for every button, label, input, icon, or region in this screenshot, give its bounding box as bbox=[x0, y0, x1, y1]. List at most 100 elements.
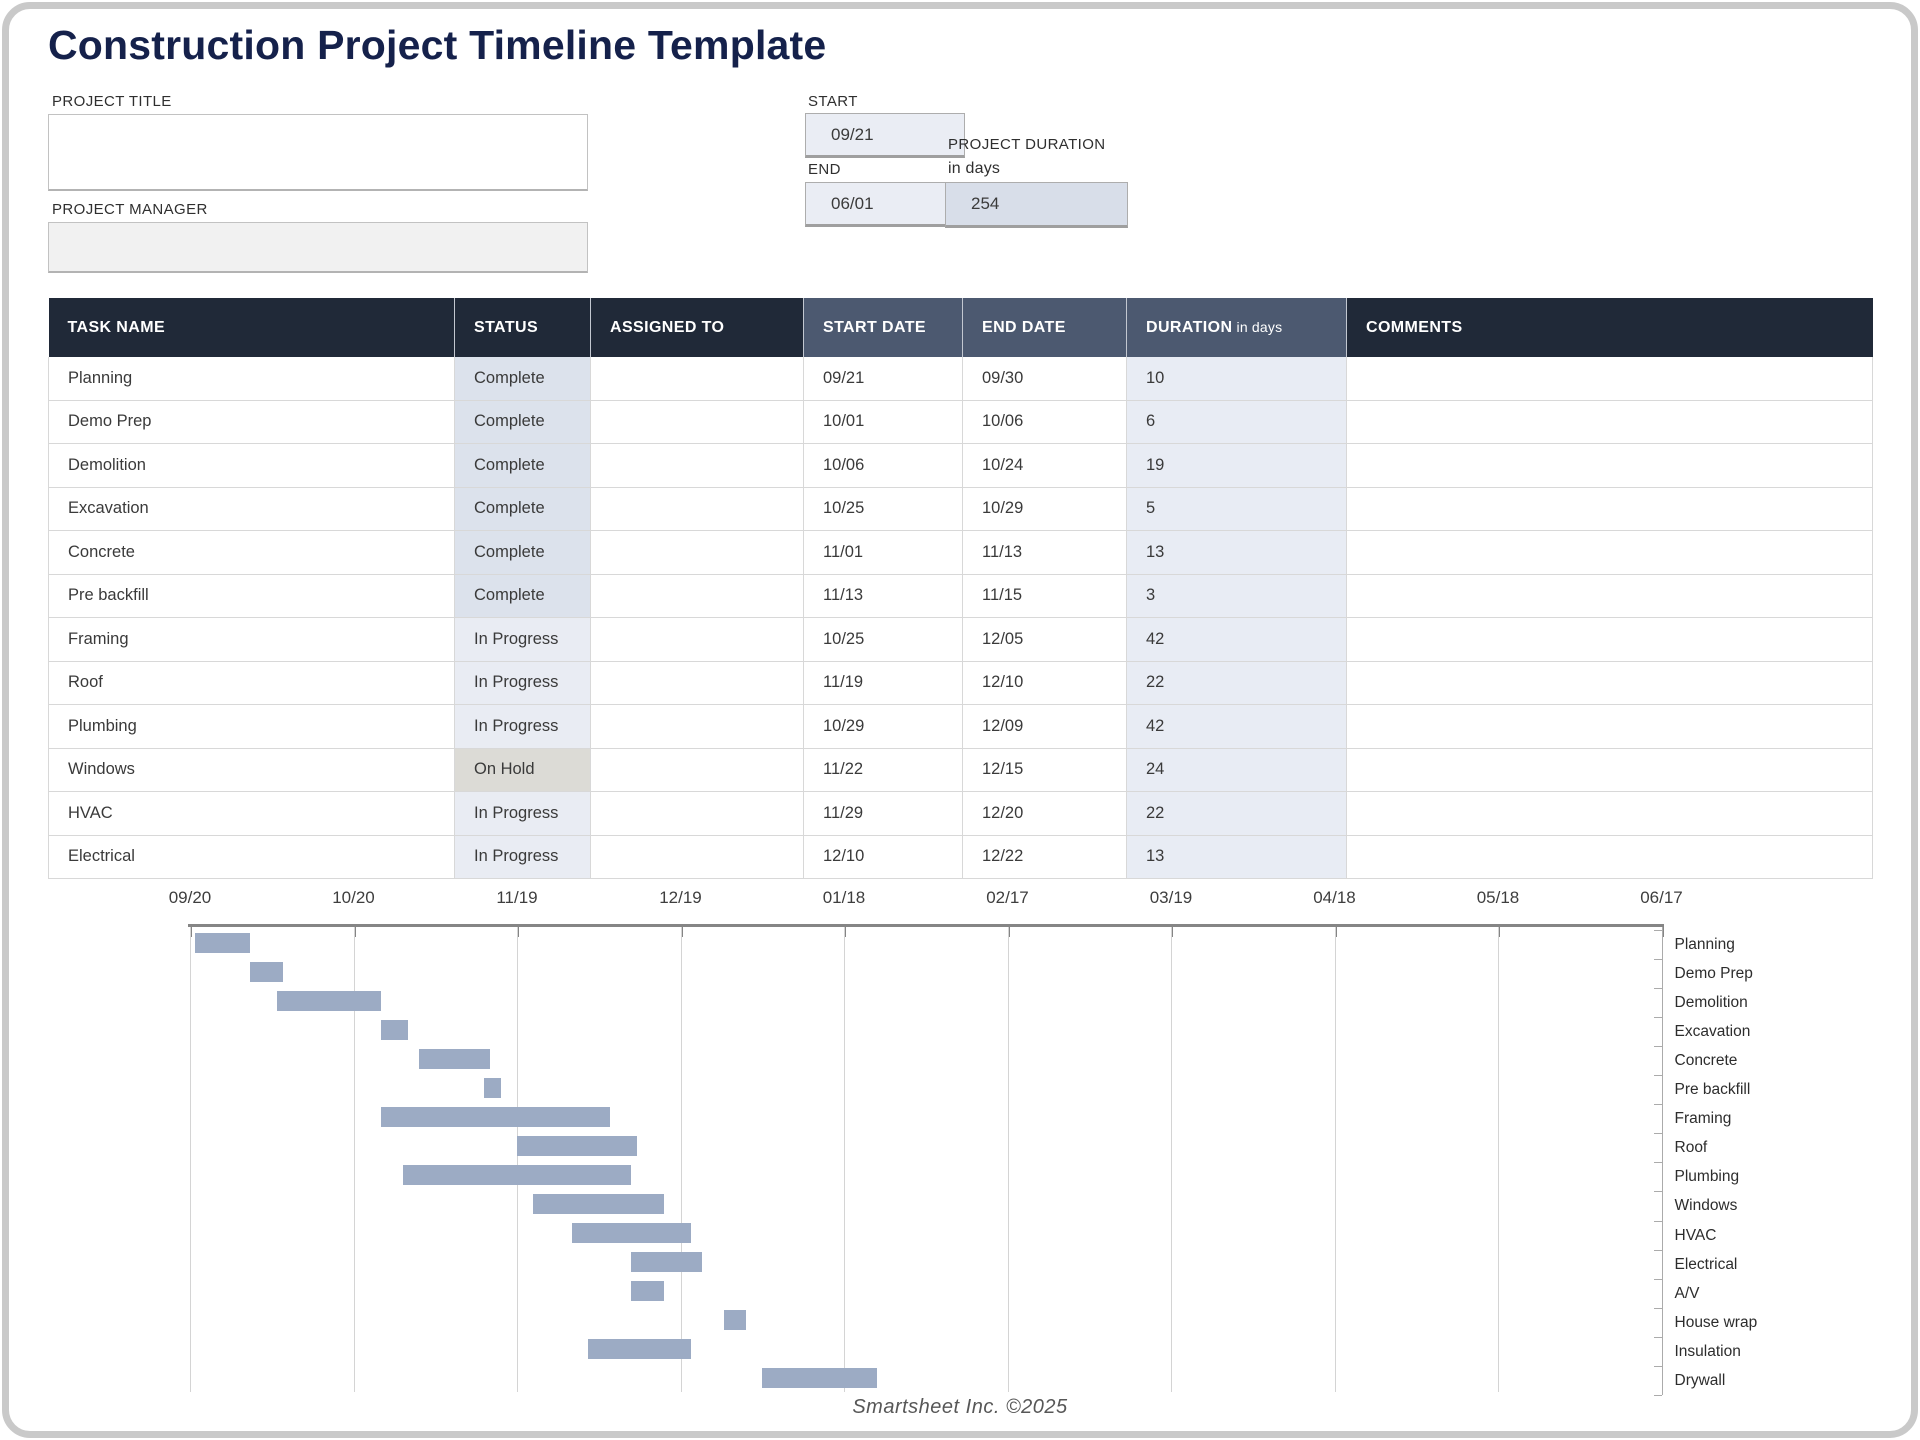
start-date-cell[interactable]: 11/01 bbox=[803, 530, 963, 575]
duration-cell[interactable]: 22 bbox=[1126, 661, 1347, 705]
status-cell[interactable]: On Hold bbox=[454, 748, 591, 792]
end-date-cell[interactable]: 10/06 bbox=[962, 400, 1127, 444]
task-name-cell[interactable]: Concrete bbox=[48, 530, 455, 575]
assigned-to-cell[interactable] bbox=[590, 530, 804, 575]
status-cell[interactable]: Complete bbox=[454, 574, 591, 618]
assigned-to-cell[interactable] bbox=[590, 791, 804, 836]
comments-cell[interactable] bbox=[1346, 661, 1873, 705]
end-date-cell[interactable]: 10/24 bbox=[962, 443, 1127, 488]
end-date-value: 06/01 bbox=[831, 194, 874, 213]
end-date-cell[interactable]: 12/20 bbox=[962, 791, 1127, 836]
end-date-cell[interactable]: 09/30 bbox=[962, 357, 1127, 401]
project-title-input[interactable] bbox=[48, 114, 588, 191]
start-date-cell[interactable]: 09/21 bbox=[803, 357, 963, 401]
assigned-to-cell[interactable] bbox=[590, 400, 804, 444]
duration-cell[interactable]: 13 bbox=[1126, 530, 1347, 575]
comments-cell[interactable] bbox=[1346, 617, 1873, 662]
comments-cell[interactable] bbox=[1346, 791, 1873, 836]
comments-cell[interactable] bbox=[1346, 748, 1873, 792]
status-cell[interactable]: In Progress bbox=[454, 791, 591, 836]
status-cell[interactable]: Complete bbox=[454, 443, 591, 488]
comments-cell[interactable] bbox=[1346, 835, 1873, 879]
gantt-task-label: Planning bbox=[1674, 936, 1735, 953]
end-date-cell[interactable]: 11/13 bbox=[962, 530, 1127, 575]
assigned-to-cell[interactable] bbox=[590, 748, 804, 792]
start-date-value: 09/21 bbox=[831, 125, 874, 144]
start-date-cell[interactable]: 11/13 bbox=[803, 574, 963, 618]
assigned-to-cell[interactable] bbox=[590, 704, 804, 749]
comments-cell[interactable] bbox=[1346, 487, 1873, 531]
task-name-cell[interactable]: Plumbing bbox=[48, 704, 455, 749]
task-name-cell[interactable]: Roof bbox=[48, 661, 455, 705]
start-date-cell[interactable]: 11/22 bbox=[803, 748, 963, 792]
status-cell[interactable]: Complete bbox=[454, 357, 591, 401]
task-name-cell[interactable]: Windows bbox=[48, 748, 455, 792]
assigned-to-cell[interactable] bbox=[590, 487, 804, 531]
status-cell[interactable]: In Progress bbox=[454, 835, 591, 879]
status-cell[interactable]: Complete bbox=[454, 530, 591, 575]
end-date-cell[interactable]: 12/05 bbox=[962, 617, 1127, 662]
end-date-cell[interactable]: 12/10 bbox=[962, 661, 1127, 705]
end-date-cell[interactable]: 12/22 bbox=[962, 835, 1127, 879]
comments-cell[interactable] bbox=[1346, 443, 1873, 488]
gantt-bar bbox=[484, 1077, 501, 1098]
task-name-cell[interactable]: Electrical bbox=[48, 835, 455, 879]
start-date-cell[interactable]: 10/06 bbox=[803, 443, 963, 488]
status-cell[interactable]: Complete bbox=[454, 400, 591, 444]
comments-cell[interactable] bbox=[1346, 357, 1873, 401]
axis-tick-label: 09/20 bbox=[168, 888, 212, 907]
project-duration-field[interactable]: 254 bbox=[945, 182, 1128, 228]
duration-cell[interactable]: 42 bbox=[1126, 704, 1347, 749]
duration-cell[interactable]: 6 bbox=[1126, 400, 1347, 444]
duration-cell[interactable]: 22 bbox=[1126, 791, 1347, 836]
task-name-cell[interactable]: HVAC bbox=[48, 791, 455, 836]
task-name-cell[interactable]: Demo Prep bbox=[48, 400, 455, 444]
comments-cell[interactable] bbox=[1346, 400, 1873, 444]
duration-cell[interactable]: 10 bbox=[1126, 357, 1347, 401]
status-cell[interactable]: In Progress bbox=[454, 661, 591, 705]
task-name-cell[interactable]: Demolition bbox=[48, 443, 455, 488]
task-name-cell[interactable]: Pre backfill bbox=[48, 574, 455, 618]
duration-cell[interactable]: 42 bbox=[1126, 617, 1347, 662]
start-date-cell[interactable]: 11/29 bbox=[803, 791, 963, 836]
project-manager-label: PROJECT MANAGER bbox=[52, 201, 208, 218]
duration-cell[interactable]: 13 bbox=[1126, 835, 1347, 879]
end-date-cell[interactable]: 11/15 bbox=[962, 574, 1127, 618]
project-manager-input[interactable] bbox=[48, 222, 588, 273]
end-date-cell[interactable]: 10/29 bbox=[962, 487, 1127, 531]
gantt-row-tick bbox=[1653, 1220, 1662, 1222]
start-date-cell[interactable]: 10/25 bbox=[803, 487, 963, 531]
assigned-to-cell[interactable] bbox=[590, 443, 804, 488]
start-date-cell[interactable]: 12/10 bbox=[803, 835, 963, 879]
start-date-cell[interactable]: 10/01 bbox=[803, 400, 963, 444]
start-date-cell[interactable]: 11/19 bbox=[803, 661, 963, 705]
assigned-to-cell[interactable] bbox=[590, 574, 804, 618]
end-date-cell[interactable]: 12/15 bbox=[962, 748, 1127, 792]
project-duration-label: PROJECT DURATION bbox=[948, 136, 1106, 153]
start-date-input[interactable]: 09/21 bbox=[805, 113, 965, 158]
duration-cell[interactable]: 3 bbox=[1126, 574, 1347, 618]
comments-cell[interactable] bbox=[1346, 530, 1873, 575]
task-name-cell[interactable]: Excavation bbox=[48, 487, 455, 531]
start-date-cell[interactable]: 10/29 bbox=[803, 704, 963, 749]
table-header-row: TASK NAME STATUS ASSIGNED TO START DATE END … bbox=[48, 298, 1873, 357]
task-name-cell[interactable]: Planning bbox=[48, 357, 455, 401]
end-date-cell[interactable]: 12/09 bbox=[962, 704, 1127, 749]
status-cell[interactable]: In Progress bbox=[454, 704, 591, 749]
assigned-to-cell[interactable] bbox=[590, 617, 804, 662]
task-name-cell[interactable]: Framing bbox=[48, 617, 455, 662]
gantt-task-label: Concrete bbox=[1674, 1052, 1738, 1070]
duration-cell[interactable]: 19 bbox=[1126, 443, 1347, 488]
status-cell[interactable]: Complete bbox=[454, 487, 591, 531]
comments-cell[interactable] bbox=[1346, 704, 1873, 749]
duration-cell[interactable]: 24 bbox=[1126, 748, 1347, 792]
status-cell[interactable]: In Progress bbox=[454, 617, 591, 662]
end-date-input[interactable]: 06/01 bbox=[805, 182, 965, 227]
gantt-task-label: Drywall bbox=[1674, 1371, 1726, 1389]
assigned-to-cell[interactable] bbox=[590, 357, 804, 401]
duration-cell[interactable]: 5 bbox=[1126, 487, 1347, 531]
assigned-to-cell[interactable] bbox=[590, 835, 804, 879]
comments-cell[interactable] bbox=[1346, 574, 1873, 618]
assigned-to-cell[interactable] bbox=[590, 661, 804, 705]
start-date-cell[interactable]: 10/25 bbox=[803, 617, 963, 662]
